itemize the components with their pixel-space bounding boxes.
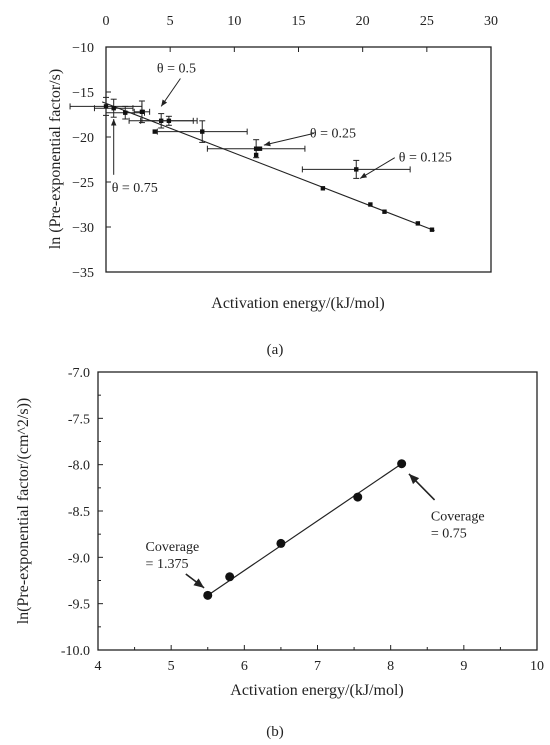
chart-a-data-point xyxy=(152,129,157,134)
chart-a-x-tick-label: 15 xyxy=(292,14,306,29)
chart-a-data-point xyxy=(354,167,359,172)
chart-a-x-tick-label: 10 xyxy=(227,14,241,29)
chart-a-data-point xyxy=(257,146,263,151)
chart-a-annotation-arrowhead xyxy=(360,172,368,179)
chart-b-data-point xyxy=(203,590,213,600)
chart-a-annotation-arrow xyxy=(359,157,396,179)
chart-a-y-tick-label: −15 xyxy=(72,86,94,101)
chart-a-annotation-arrow xyxy=(263,132,315,146)
chart-b-annotation-arrowhead xyxy=(408,473,420,485)
chart-b-x-tick-label: 4 xyxy=(95,659,102,674)
chart-b-annotation-label: Coverage = 1.375 xyxy=(146,540,200,572)
chart-a-data-point xyxy=(253,152,259,158)
chart-a-panel-label: (a) xyxy=(267,342,284,358)
chart-b-annotation-label: Coverage = 0.75 xyxy=(431,509,485,541)
chart-a-marks xyxy=(69,96,435,232)
chart-b-y-tick-label: -7.5 xyxy=(68,412,90,427)
chart-b-x-tick-label: 8 xyxy=(387,659,394,674)
chart-a-data-point xyxy=(368,202,373,207)
chart-b-y-tick-label: -9.5 xyxy=(68,598,90,613)
chart-a-annotations: θ = 0.5 θ = 0.75 θ = 0.25 θ = 0.125 xyxy=(110,62,452,196)
chart-b-y-tick-label: -8.5 xyxy=(68,505,90,520)
chart-a-x-axis: 0 5 10 15 20 25 30 xyxy=(103,14,498,52)
chart-a-annotation-arrowhead xyxy=(110,119,117,126)
chart-b-data-point xyxy=(225,572,235,582)
chart-b-annotations: Coverage = 1.375 Coverage = 0.75 xyxy=(146,473,485,589)
chart-b-y-tick-label: -8.0 xyxy=(68,459,90,474)
chart-b-y-tick-label: -7.0 xyxy=(68,366,90,381)
chart-a-data-point xyxy=(123,110,128,115)
chart-a-annotation-label: θ = 0.25 xyxy=(310,126,356,141)
chart-a-y-tick-label: −25 xyxy=(72,176,94,191)
chart-b-x-tick-label: 6 xyxy=(241,659,248,674)
chart-a: 0 5 10 15 20 25 30 −10−15−20−25−30−35 θ = 0.5θ… xyxy=(47,14,498,358)
chart-a-data-point xyxy=(103,104,109,109)
chart-a-x-tick-label: 5 xyxy=(167,14,174,29)
chart-a-y-axis-label: ln (Pre-exponential factor/s) xyxy=(47,69,64,249)
chart-b-y-tick-label: -9.0 xyxy=(68,551,90,566)
chart-a-annotation-arrowhead xyxy=(263,140,271,147)
chart-a-y-tick-label: −35 xyxy=(72,266,94,281)
chart-a-annotation-label: θ = 0.125 xyxy=(399,151,452,166)
chart-b-annotation-arrowhead xyxy=(193,578,205,588)
chart-b-x-axis-label: Activation energy/(kJ/mol) xyxy=(230,682,403,699)
chart-b-x-tick-label: 9 xyxy=(460,659,467,674)
chart-a-y-tick-label: −20 xyxy=(72,131,94,146)
chart-a-data-point xyxy=(166,118,172,123)
chart-b-data-point xyxy=(397,459,407,469)
chart-a-y-tick-label: −10 xyxy=(72,41,94,56)
chart-b-x-tick-label: 10 xyxy=(530,659,544,674)
chart-a-data-point xyxy=(382,209,387,214)
chart-a-data-point xyxy=(429,227,435,232)
chart-a-y-tick-label: −30 xyxy=(72,221,94,236)
chart-b-x-tick-label: 7 xyxy=(314,659,321,674)
chart-a-x-tick-label: 20 xyxy=(356,14,370,29)
chart-b-panel-label: (b) xyxy=(266,724,284,740)
chart-b: 4 5 6 7 8 9 10 -7.0 -7.5 -8.0 -8.5 -9.0 -9.5 -10.0 C… xyxy=(15,366,544,740)
chart-a-y-axis: −10 −15 −20 −25 −30 −35 xyxy=(72,41,111,281)
chart-a-x-tick-label: 0 xyxy=(103,14,110,29)
chart-a-data-point xyxy=(200,129,205,134)
chart-a-data-point xyxy=(111,106,116,111)
chart-b-x-tick-label: 5 xyxy=(168,659,175,674)
chart-b-fit-line xyxy=(207,463,402,596)
chart-a-annotation-label: θ = 0.5 xyxy=(157,62,196,77)
chart-a-x-axis-label: Activation energy/(kJ/mol) xyxy=(211,295,384,312)
chart-a-data-point xyxy=(415,221,421,226)
chart-a-data-point xyxy=(320,186,326,191)
chart-b-y-axis-label: ln(Pre-exponential factor/(cm^2/s)) xyxy=(15,398,32,625)
chart-a-data-point xyxy=(253,146,259,151)
chart-a-data-point xyxy=(139,109,145,114)
chart-a-x-tick-label: 25 xyxy=(420,14,434,29)
chart-b-y-axis: -7.0 -7.5 -8.0 -8.5 -9.0 -9.5 -10.0 xyxy=(61,366,103,659)
chart-a-fit-line xyxy=(101,101,435,232)
chart-b-data-point xyxy=(353,492,363,502)
chart-b-data-point xyxy=(276,538,286,548)
chart-a-x-tick-label: 30 xyxy=(484,14,498,29)
chart-a-annotation-label: θ = 0.75 xyxy=(112,181,158,196)
chart-b-y-tick-label: -10.0 xyxy=(61,644,90,659)
chart-b-marks xyxy=(203,459,407,600)
chart-b-x-axis: 4 5 6 7 8 9 10 xyxy=(95,645,544,674)
chart-a-annotation-arrowhead xyxy=(161,99,168,107)
